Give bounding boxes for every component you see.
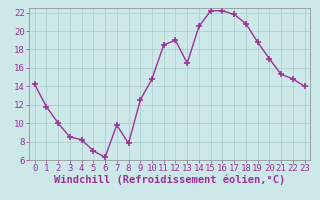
X-axis label: Windchill (Refroidissement éolien,°C): Windchill (Refroidissement éolien,°C) <box>54 175 285 185</box>
